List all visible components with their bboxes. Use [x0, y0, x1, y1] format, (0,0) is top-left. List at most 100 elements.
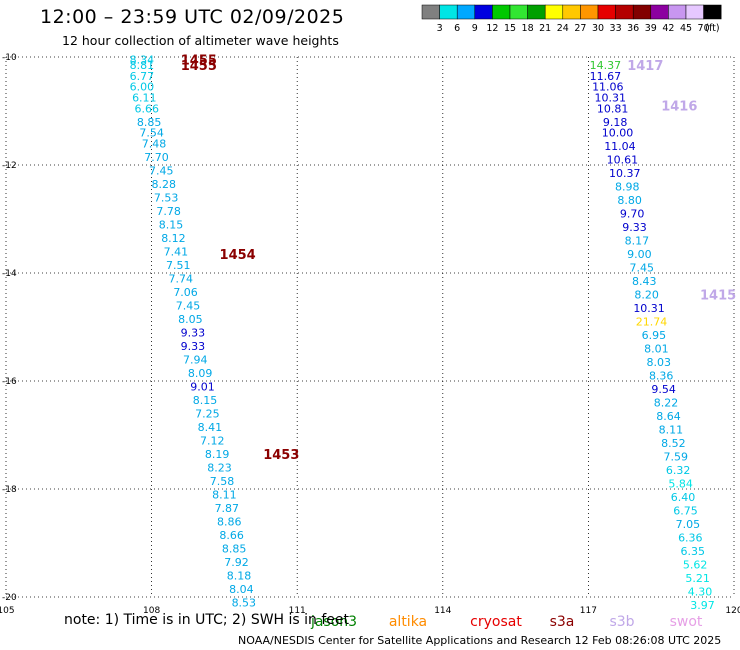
y-tick-label: -14: [2, 269, 17, 279]
colorbar-swatch: [668, 4, 687, 20]
colorbar-label: 18: [522, 23, 534, 34]
footer-credit: NOAA/NESDIS Center for Satellite Applica…: [238, 634, 722, 647]
satellite-cryosat: cryosat: [470, 614, 522, 630]
colorbar-label: 30: [592, 23, 604, 34]
wave-height-label: 8.05: [178, 313, 203, 326]
colorbar-label: 39: [645, 23, 657, 34]
colorbar-label: 24: [557, 23, 569, 34]
wave-height-label: 7.41: [164, 245, 189, 258]
wave-height-label: 3.97: [690, 599, 715, 612]
wave-height-label: 7.94: [183, 353, 208, 366]
colorbar-label: 33: [610, 23, 622, 34]
wave-height-label: 21.74: [636, 316, 668, 329]
wave-height-label: 8.09: [188, 367, 213, 380]
wave-height-label: 7.53: [154, 191, 179, 204]
wave-height-label: 10.31: [633, 302, 665, 315]
colorbar-swatch: [562, 4, 581, 20]
wave-height-label: 14.37: [590, 59, 622, 72]
colorbar-swatch: [685, 4, 704, 20]
y-tick-label: -12: [2, 161, 17, 171]
colorbar-label: 15: [504, 23, 516, 34]
wave-height-label: 11.67: [590, 70, 622, 83]
colorbar-swatch: [474, 4, 493, 20]
wave-height-label: 8.52: [661, 437, 686, 450]
colorbar-label: 12: [486, 23, 498, 34]
satellite-jason3: jason3: [310, 614, 357, 630]
wave-height-label: 6.75: [673, 505, 698, 518]
wave-height-label: 7.59: [664, 451, 689, 464]
colorbar-swatch: [509, 4, 528, 20]
wave-height-label: 10.31: [594, 92, 626, 105]
colorbar-swatch: [421, 4, 440, 20]
wave-height-label: 10.61: [607, 154, 639, 167]
wave-height-label: 9.70: [620, 208, 645, 221]
color-legend: 3 6 9 12 15 18 21 24 27 30 33 36 39 42 45 70(ft): [421, 4, 722, 34]
wave-height-label: 8.11: [212, 488, 237, 501]
track-id-label: 1415: [700, 289, 736, 304]
wave-height-label: 8.20: [634, 289, 659, 302]
wave-height-label: 8.86: [217, 515, 242, 528]
y-tick-label: -10: [2, 53, 17, 63]
y-tick-label: -18: [2, 485, 17, 495]
wave-height-label: 8.18: [227, 569, 252, 582]
wave-height-label: 8.15: [193, 394, 218, 407]
wave-height-label: 10.37: [609, 167, 641, 180]
colorbar-label: (ft): [705, 23, 719, 34]
colorbar-swatch: [650, 4, 669, 20]
wave-height-label: 7.58: [210, 475, 235, 488]
wave-height-label: 8.17: [625, 235, 650, 248]
colorbar-swatch: [439, 4, 458, 20]
wave-height-label: 7.54: [139, 127, 164, 140]
x-tick-label: 114: [434, 606, 451, 616]
colorbar-swatch: [632, 4, 652, 20]
chart-subtitle: 12 hour collection of altimeter wave hei…: [62, 33, 339, 48]
colorbar-swatch: [703, 4, 722, 20]
track-id-label: 1454: [220, 248, 256, 263]
wave-height-label: 8.81: [130, 59, 155, 72]
wave-height-label: 6.11: [132, 92, 157, 105]
wave-height-label: 8.03: [647, 356, 672, 369]
wave-height-label: 6.77: [130, 70, 155, 83]
satellite-s3b: s3b: [609, 614, 634, 630]
colorbar-swatch: [527, 4, 546, 20]
wave-height-label: 8.41: [198, 421, 223, 434]
x-tick-label: 120: [725, 606, 740, 616]
wave-height-label: 7.74: [168, 272, 193, 285]
wave-height-label: 5.84: [668, 478, 693, 491]
colorbar-label: 36: [627, 23, 639, 34]
colorbar-swatch: [597, 4, 616, 20]
wave-height-label: 10.00: [602, 127, 634, 140]
colorbar-swatch: [580, 4, 599, 20]
wave-height-label: 10.81: [597, 102, 629, 115]
y-tick-label: -16: [2, 377, 17, 387]
wave-height-label: 6.35: [680, 545, 705, 558]
satellite-s3a: s3a: [550, 614, 575, 630]
track-id-label: 1453: [263, 448, 299, 463]
wave-height-label: 9.33: [181, 326, 206, 339]
track-id-label: 1416: [661, 100, 697, 115]
track-id-label: 1455: [181, 59, 217, 74]
track-id-label: 1455: [181, 54, 217, 69]
wave-height-label: 4.30: [688, 586, 713, 599]
wave-height-label: 8.23: [207, 461, 232, 474]
wave-height-label: 8.85: [137, 116, 162, 129]
wave-height-label: 8.12: [161, 232, 186, 245]
satellite-altika: altika: [389, 614, 427, 630]
wave-height-label: 8.22: [654, 397, 679, 410]
wave-height-label: 7.25: [195, 407, 220, 420]
colorbar-swatch: [456, 4, 476, 20]
footer-note: note: 1) Time is in UTC; 2) SWH is in fe…: [64, 612, 350, 628]
wave-height-label: 7.45: [149, 164, 174, 177]
wave-height-label: 8.85: [222, 542, 247, 555]
wave-height-label: 9.33: [622, 221, 647, 234]
wave-height-label: 8.80: [617, 194, 642, 207]
wave-height-label: 7.70: [144, 151, 169, 164]
y-tick-label: -20: [2, 593, 17, 603]
wave-height-label: 8.15: [159, 218, 184, 231]
wave-height-label: 7.06: [173, 286, 198, 299]
wave-height-label: 8.34: [130, 54, 155, 67]
wave-height-label: 7.51: [166, 259, 191, 272]
wave-height-label: 6.36: [678, 532, 703, 545]
